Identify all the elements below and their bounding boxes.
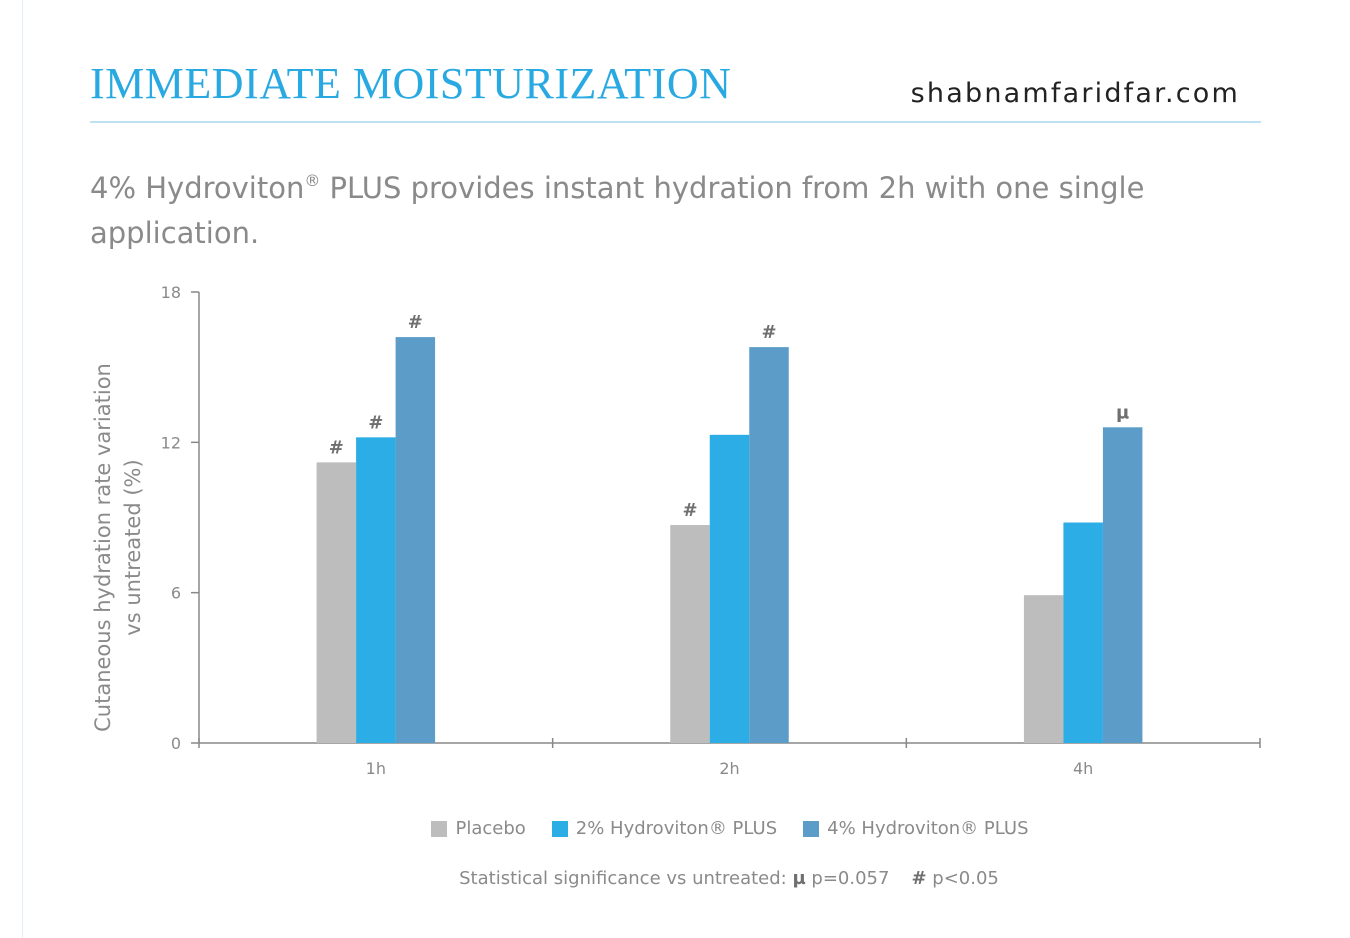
- significance-footnote: Statistical significance vs untreated: µ…: [0, 868, 1350, 889]
- registered-mark: ®: [304, 171, 321, 190]
- mu-symbol: µ: [792, 868, 806, 889]
- bar-2h-series-2: [749, 347, 789, 743]
- bar-1h-series-0: [316, 462, 357, 743]
- bar-4h-series-0: [1023, 595, 1064, 743]
- y-axis-label-line-1: Cutaneous hydration rate variation: [91, 363, 115, 732]
- legend-swatch-placebo: [431, 820, 448, 837]
- site-url: shabnamfaridfar.com: [910, 78, 1240, 109]
- bar-1h-series-1: [356, 437, 396, 743]
- legend-label-2pct: 2% Hydroviton® PLUS: [575, 818, 778, 839]
- bar-4h-series-2: [1102, 427, 1143, 743]
- legend-label-4pct: 4% Hydroviton® PLUS: [827, 818, 1029, 839]
- page-title: IMMEDIATE MOISTURIZATION: [90, 59, 732, 108]
- bar-1h-series-2: [395, 337, 436, 743]
- significance-marker-4h-series-2: µ: [1116, 402, 1129, 423]
- significance-marker-1h-series-1: #: [368, 412, 383, 433]
- y-axis-label-line-2: vs untreated (%): [121, 459, 145, 635]
- y-tick-label-6: 6: [171, 584, 181, 603]
- y-tick-label-0: 0: [171, 734, 181, 753]
- hash-symbol: #: [911, 868, 927, 889]
- significance-marker-1h-series-0: #: [329, 437, 344, 458]
- x-tick-label-4h: 4h: [1073, 759, 1093, 778]
- legend-item-placebo: Placebo: [431, 818, 526, 839]
- legend-item-4pct: 4% Hydroviton® PLUS: [803, 818, 1029, 839]
- y-tick-label-12: 12: [161, 433, 181, 452]
- legend-swatch-4pct: [803, 820, 820, 837]
- page-subtitle: 4% Hydroviton® PLUS provides instant hyd…: [90, 158, 1210, 256]
- significance-marker-2h-series-0: #: [682, 500, 697, 521]
- y-tick-label-18: 18: [161, 283, 181, 302]
- x-tick-label-1h: 1h: [366, 759, 386, 778]
- chart-legend: Placebo 2% Hydroviton® PLUS 4% Hydrovito…: [0, 818, 1350, 839]
- x-tick-label-2h: 2h: [719, 759, 739, 778]
- title-divider: [90, 121, 1261, 123]
- subtitle-text-start: 4% Hydroviton: [90, 171, 305, 205]
- bar-2h-series-1: [709, 434, 750, 743]
- bar-2h-series-0: [670, 525, 710, 743]
- hash-text: p<0.05: [926, 868, 999, 889]
- significance-marker-1h-series-2: #: [408, 312, 423, 333]
- page-left-rule: [22, 0, 23, 938]
- mu-text: p=0.057: [805, 868, 890, 889]
- legend-item-2pct: 2% Hydroviton® PLUS: [551, 818, 778, 839]
- significance-marker-2h-series-2: #: [761, 322, 776, 343]
- legend-swatch-2pct: [551, 820, 568, 837]
- subtitle-text-end: PLUS provides instant hydration from 2h …: [90, 171, 1145, 250]
- legend-label-placebo: Placebo: [455, 818, 526, 839]
- footnote-prefix: Statistical significance vs untreated:: [459, 868, 793, 889]
- bar-4h-series-1: [1063, 522, 1103, 743]
